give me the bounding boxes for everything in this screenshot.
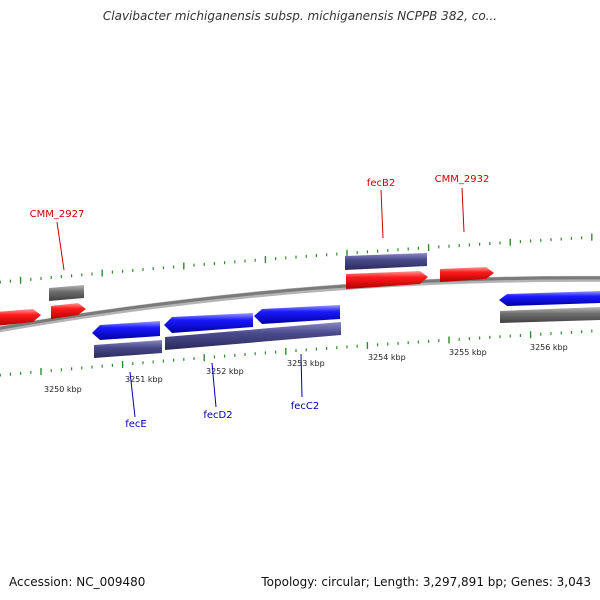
feature-block-gray[interactable] bbox=[49, 285, 84, 301]
feature-block-slate[interactable] bbox=[165, 322, 341, 350]
accession-text: Accession: NC_009480 bbox=[9, 575, 146, 589]
kbp-labels: 3250 kbp 3251 kbp 3252 kbp 3253 kbp 3254… bbox=[44, 343, 568, 394]
genome-stats-text: Topology: circular; Length: 3,297,891 bp… bbox=[261, 575, 591, 589]
map-title: Clavibacter michiganensis subsp. michiga… bbox=[102, 9, 498, 23]
gene-label-fece[interactable]: fecE bbox=[125, 419, 147, 430]
gene-arrow-forward[interactable] bbox=[440, 267, 494, 282]
tick-label: 3251 kbp bbox=[125, 375, 163, 384]
tick-label: 3254 kbp bbox=[368, 353, 406, 362]
gene-label-cmm-2927[interactable]: CMM_2927 bbox=[30, 209, 85, 220]
gene-arrow-reverse[interactable] bbox=[499, 291, 600, 306]
gene-labels: CMM_2927 fecB2 CMM_2932 fecE fecD2 fecC2 bbox=[30, 174, 490, 430]
tick-label: 3255 kbp bbox=[449, 348, 487, 357]
tick-label: 3253 kbp bbox=[287, 359, 325, 368]
forward-features bbox=[0, 253, 494, 326]
genome-backbone bbox=[0, 276, 600, 330]
feature-block-slate[interactable] bbox=[345, 253, 427, 270]
leader-line bbox=[56, 221, 65, 271]
gene-arrow-reverse[interactable] bbox=[254, 305, 340, 324]
gene-arrow-forward[interactable] bbox=[0, 309, 41, 326]
ticks-inner bbox=[0, 329, 593, 377]
gene-label-cmm-2932[interactable]: CMM_2932 bbox=[435, 174, 490, 185]
gene-arrow-forward[interactable] bbox=[51, 303, 86, 319]
feature-block-gray[interactable] bbox=[500, 307, 600, 323]
gene-arrow-reverse[interactable] bbox=[164, 313, 253, 333]
leader-line bbox=[129, 371, 136, 418]
tick-label: 3250 kbp bbox=[44, 385, 82, 394]
gene-label-fecd2[interactable]: fecD2 bbox=[203, 410, 232, 421]
reverse-features bbox=[92, 291, 600, 358]
feature-block-slate[interactable] bbox=[94, 340, 162, 358]
leader-line bbox=[380, 189, 384, 239]
gene-arrow-reverse[interactable] bbox=[92, 321, 160, 340]
gene-label-fecc2[interactable]: fecC2 bbox=[291, 401, 320, 412]
gene-arrow-forward[interactable] bbox=[346, 271, 428, 289]
tick-label: 3252 kbp bbox=[206, 367, 244, 376]
leader-line bbox=[461, 187, 465, 233]
ticks-outer bbox=[0, 233, 593, 284]
leader-line bbox=[211, 362, 217, 408]
tick-label: 3256 kbp bbox=[530, 343, 568, 352]
gene-label-fecb2[interactable]: fecB2 bbox=[367, 178, 395, 189]
leader-line bbox=[300, 353, 303, 398]
